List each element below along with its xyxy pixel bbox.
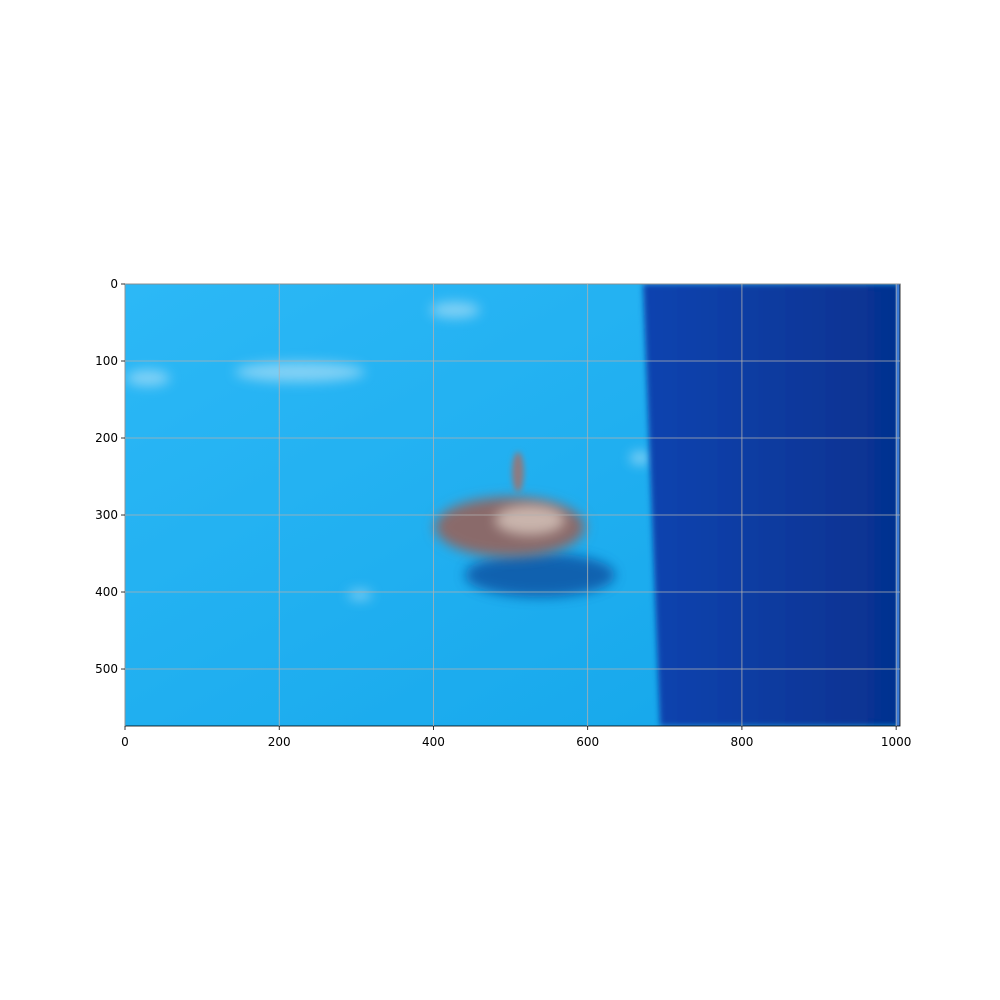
x-tick-label: 200 — [268, 735, 291, 749]
y-tick-label: 500 — [95, 662, 118, 676]
x-tick-label: 800 — [730, 735, 753, 749]
y-tick-label: 400 — [95, 585, 118, 599]
y-tick-label: 0 — [110, 277, 118, 291]
y-tick-label: 200 — [95, 431, 118, 445]
y-tick-label: 100 — [95, 354, 118, 368]
photo — [125, 284, 900, 726]
x-tick-label: 400 — [422, 735, 445, 749]
x-tick-label: 0 — [121, 735, 129, 749]
x-tick-label: 600 — [576, 735, 599, 749]
y-tick-label: 300 — [95, 508, 118, 522]
x-tick-label: 1000 — [881, 735, 912, 749]
